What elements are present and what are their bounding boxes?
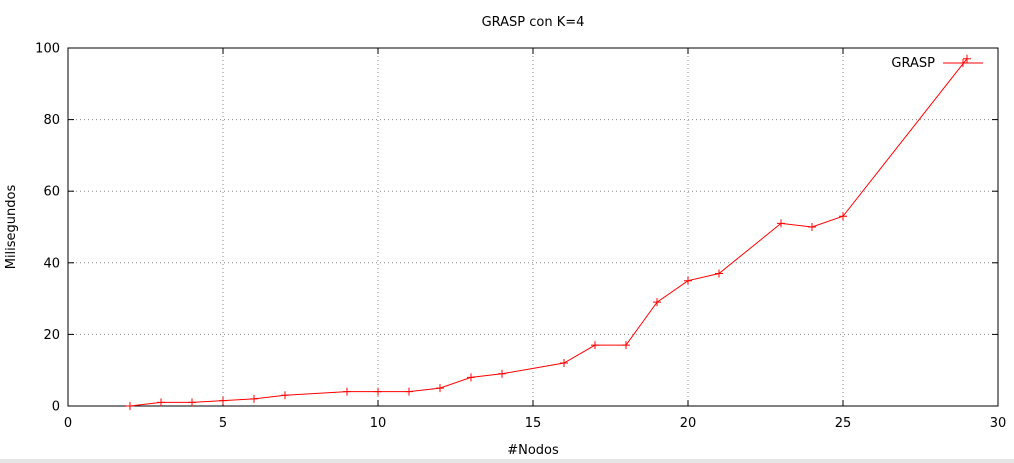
- data-point: [250, 394, 258, 403]
- x-tick-label: 15: [525, 416, 542, 431]
- data-point: [436, 384, 444, 393]
- legend-label-grasp: GRASP: [891, 56, 935, 71]
- series-grasp: [126, 54, 971, 410]
- y-tick-label: 60: [43, 185, 60, 200]
- y-tick-label: 0: [52, 400, 60, 415]
- legend-marker-grasp: [959, 59, 967, 67]
- x-tick-label: 25: [835, 416, 852, 431]
- x-tick-label: 30: [990, 416, 1007, 431]
- data-point: [498, 369, 506, 378]
- x-tick-label: 10: [370, 416, 387, 431]
- data-point: [219, 396, 227, 405]
- data-point: [684, 276, 692, 285]
- y-tick-labels: 0 20 40 60 80 100: [35, 42, 60, 415]
- series-line-grasp: [129, 58, 968, 407]
- data-point: [157, 398, 165, 407]
- data-point: [591, 341, 599, 350]
- data-point: [653, 298, 661, 307]
- x-tick-labels: 0 5 10 15 20 25 30: [64, 416, 1006, 431]
- legend-marker-point: [959, 59, 967, 67]
- grid-lines: [68, 48, 998, 406]
- data-point: [343, 387, 351, 396]
- data-point: [126, 402, 134, 410]
- data-point: [622, 341, 630, 350]
- x-tick-label: 5: [219, 416, 227, 431]
- y-axis-label: Milisegundos: [4, 185, 19, 270]
- data-point: [281, 391, 289, 400]
- y-tick-label: 20: [43, 328, 60, 343]
- data-point: [715, 269, 723, 278]
- legend: GRASP: [891, 56, 983, 71]
- data-point: [839, 212, 847, 221]
- y-tick-label: 40: [43, 256, 60, 271]
- data-point: [188, 398, 196, 407]
- x-tick-label: 0: [64, 416, 72, 431]
- data-point: [467, 373, 475, 382]
- data-point: [808, 223, 816, 231]
- x-axis-label: #Nodos: [507, 443, 559, 458]
- data-point: [405, 387, 413, 396]
- bottom-divider: [0, 459, 1014, 463]
- x-tick-label: 20: [680, 416, 697, 431]
- y-tick-label: 100: [35, 42, 60, 57]
- chart-title: GRASP con K=4: [482, 15, 585, 30]
- data-point: [777, 219, 785, 228]
- y-tick-label: 80: [43, 113, 60, 128]
- data-point: [374, 387, 382, 396]
- data-point: [963, 54, 971, 63]
- data-point: [560, 359, 568, 368]
